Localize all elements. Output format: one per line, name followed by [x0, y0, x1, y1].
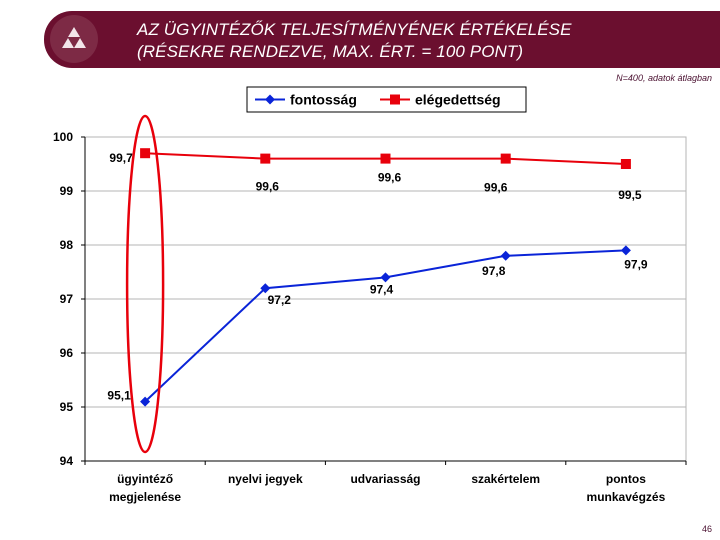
y-tick-label: 98 — [60, 238, 74, 252]
data-point-fontossag — [260, 283, 271, 294]
data-point-fontossag — [140, 396, 151, 407]
data-point-elegedettseg — [500, 153, 511, 164]
x-tick-label: nyelvi jegyek — [228, 472, 303, 486]
y-tick-label: 97 — [60, 292, 74, 306]
data-point-fontossag — [380, 272, 391, 283]
data-point-elegedettseg — [140, 148, 151, 159]
data-label: 99,5 — [618, 188, 642, 202]
data-point-fontossag — [620, 245, 631, 256]
data-label: 99,7 — [109, 151, 133, 165]
legend-marker-elegedettseg — [390, 94, 400, 105]
data-label: 99,6 — [256, 180, 280, 194]
header-banner: AZ ÜGYINTÉZŐK TELJESÍTMÉNYÉNEK ÉRTÉKELÉS… — [44, 11, 720, 68]
x-tick-label: szakértelem — [471, 472, 540, 486]
legend-label-fontossag: fontosság — [290, 92, 357, 108]
y-tick-label: 94 — [60, 454, 74, 468]
triforce-logo-icon — [62, 27, 86, 48]
data-label: 97,8 — [482, 264, 506, 278]
data-point-elegedettseg — [260, 153, 271, 164]
data-label: 95,1 — [107, 389, 131, 403]
title-line-2: (RÉSEKRE RENDEZVE, MAX. ÉRT. = 100 PONT) — [137, 42, 524, 61]
legend-marker-fontossag — [265, 94, 275, 105]
y-tick-label: 100 — [53, 130, 73, 144]
data-label: 97,9 — [624, 257, 648, 271]
data-label: 97,2 — [268, 293, 292, 307]
data-point-fontossag — [500, 250, 511, 261]
x-tick-label: pontos munkavégzés — [587, 472, 666, 504]
legend-label-elegedettseg: elégedettség — [415, 92, 501, 108]
x-tick-label: udvariasság — [350, 472, 420, 486]
x-tick-label: ügyintéző megjelenése — [109, 472, 181, 504]
y-tick-label: 99 — [60, 184, 74, 198]
logo — [50, 15, 98, 63]
title-line-1: AZ ÜGYINTÉZŐK TELJESÍTMÉNYÉNEK ÉRTÉKELÉS… — [137, 20, 572, 39]
data-label: 99,6 — [378, 171, 402, 185]
data-point-elegedettseg — [380, 153, 391, 164]
data-point-elegedettseg — [620, 159, 631, 169]
page-number: 46 — [701, 524, 712, 534]
sample-note: N=400, adatok átlagban — [616, 73, 712, 83]
y-tick-label: 95 — [60, 400, 74, 414]
highlight-ellipse — [125, 114, 165, 454]
y-tick-label: 96 — [60, 346, 74, 360]
data-label: 97,4 — [370, 282, 394, 296]
data-label: 99,6 — [484, 181, 508, 195]
